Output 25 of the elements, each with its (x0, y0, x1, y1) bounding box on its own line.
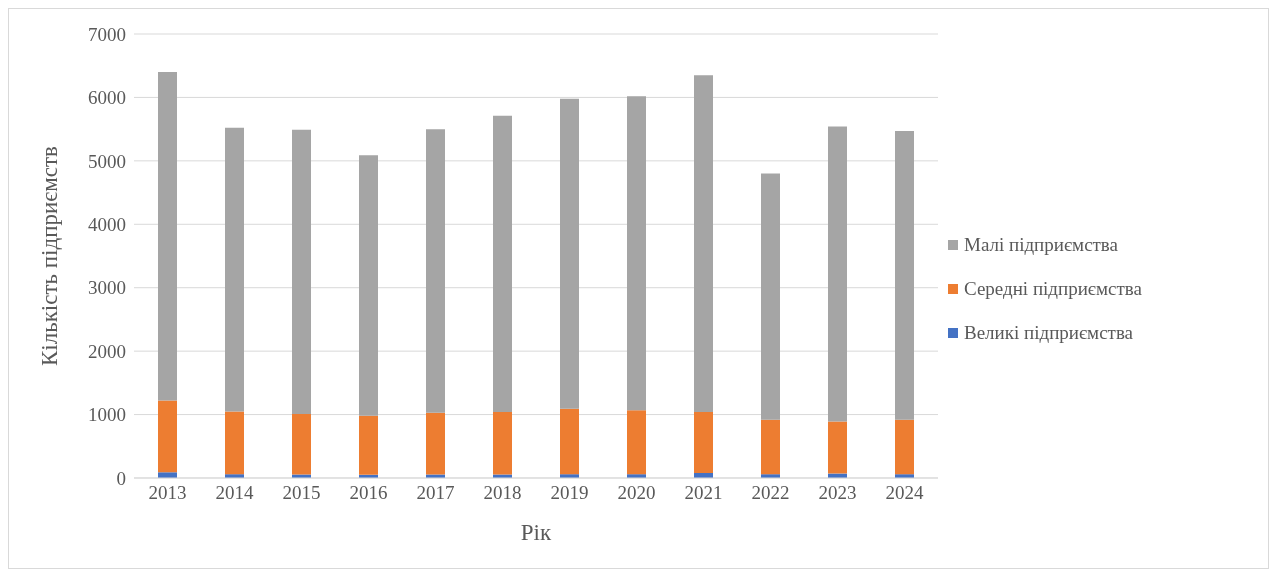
y-tick-label: 6000 (88, 87, 126, 109)
x-tick-label: 2022 (751, 482, 790, 504)
y-tick-label: 7000 (88, 23, 126, 45)
x-tick-label: 2019 (550, 482, 589, 504)
y-tick-label: 4000 (88, 214, 126, 236)
x-tick-label: 2017 (416, 482, 455, 504)
x-tick-label: 2020 (617, 482, 656, 504)
legend-label: Середні підприємства (964, 277, 1142, 300)
y-axis-title: Кількість підприємств (37, 146, 63, 366)
y-tick-label: 0 (116, 467, 126, 489)
x-tick-label: 2013 (148, 482, 187, 504)
legend-label: Малі підприємства (964, 233, 1119, 256)
x-tick-label: 2024 (885, 482, 924, 504)
legend-label: Великі підприємства (964, 321, 1134, 344)
y-tick-label: 1000 (88, 404, 126, 426)
x-axis-title: Рік (520, 520, 552, 545)
x-tick-label: 2021 (684, 482, 723, 504)
x-tick-label: 2014 (215, 482, 254, 504)
y-tick-label: 2000 (88, 340, 126, 362)
x-tick-label: 2018 (483, 482, 522, 504)
x-tick-label: 2015 (282, 482, 321, 504)
y-tick-label: 5000 (88, 150, 126, 172)
y-tick-label: 3000 (88, 277, 126, 299)
x-tick-label: 2016 (349, 482, 388, 504)
x-tick-label: 2023 (818, 482, 857, 504)
